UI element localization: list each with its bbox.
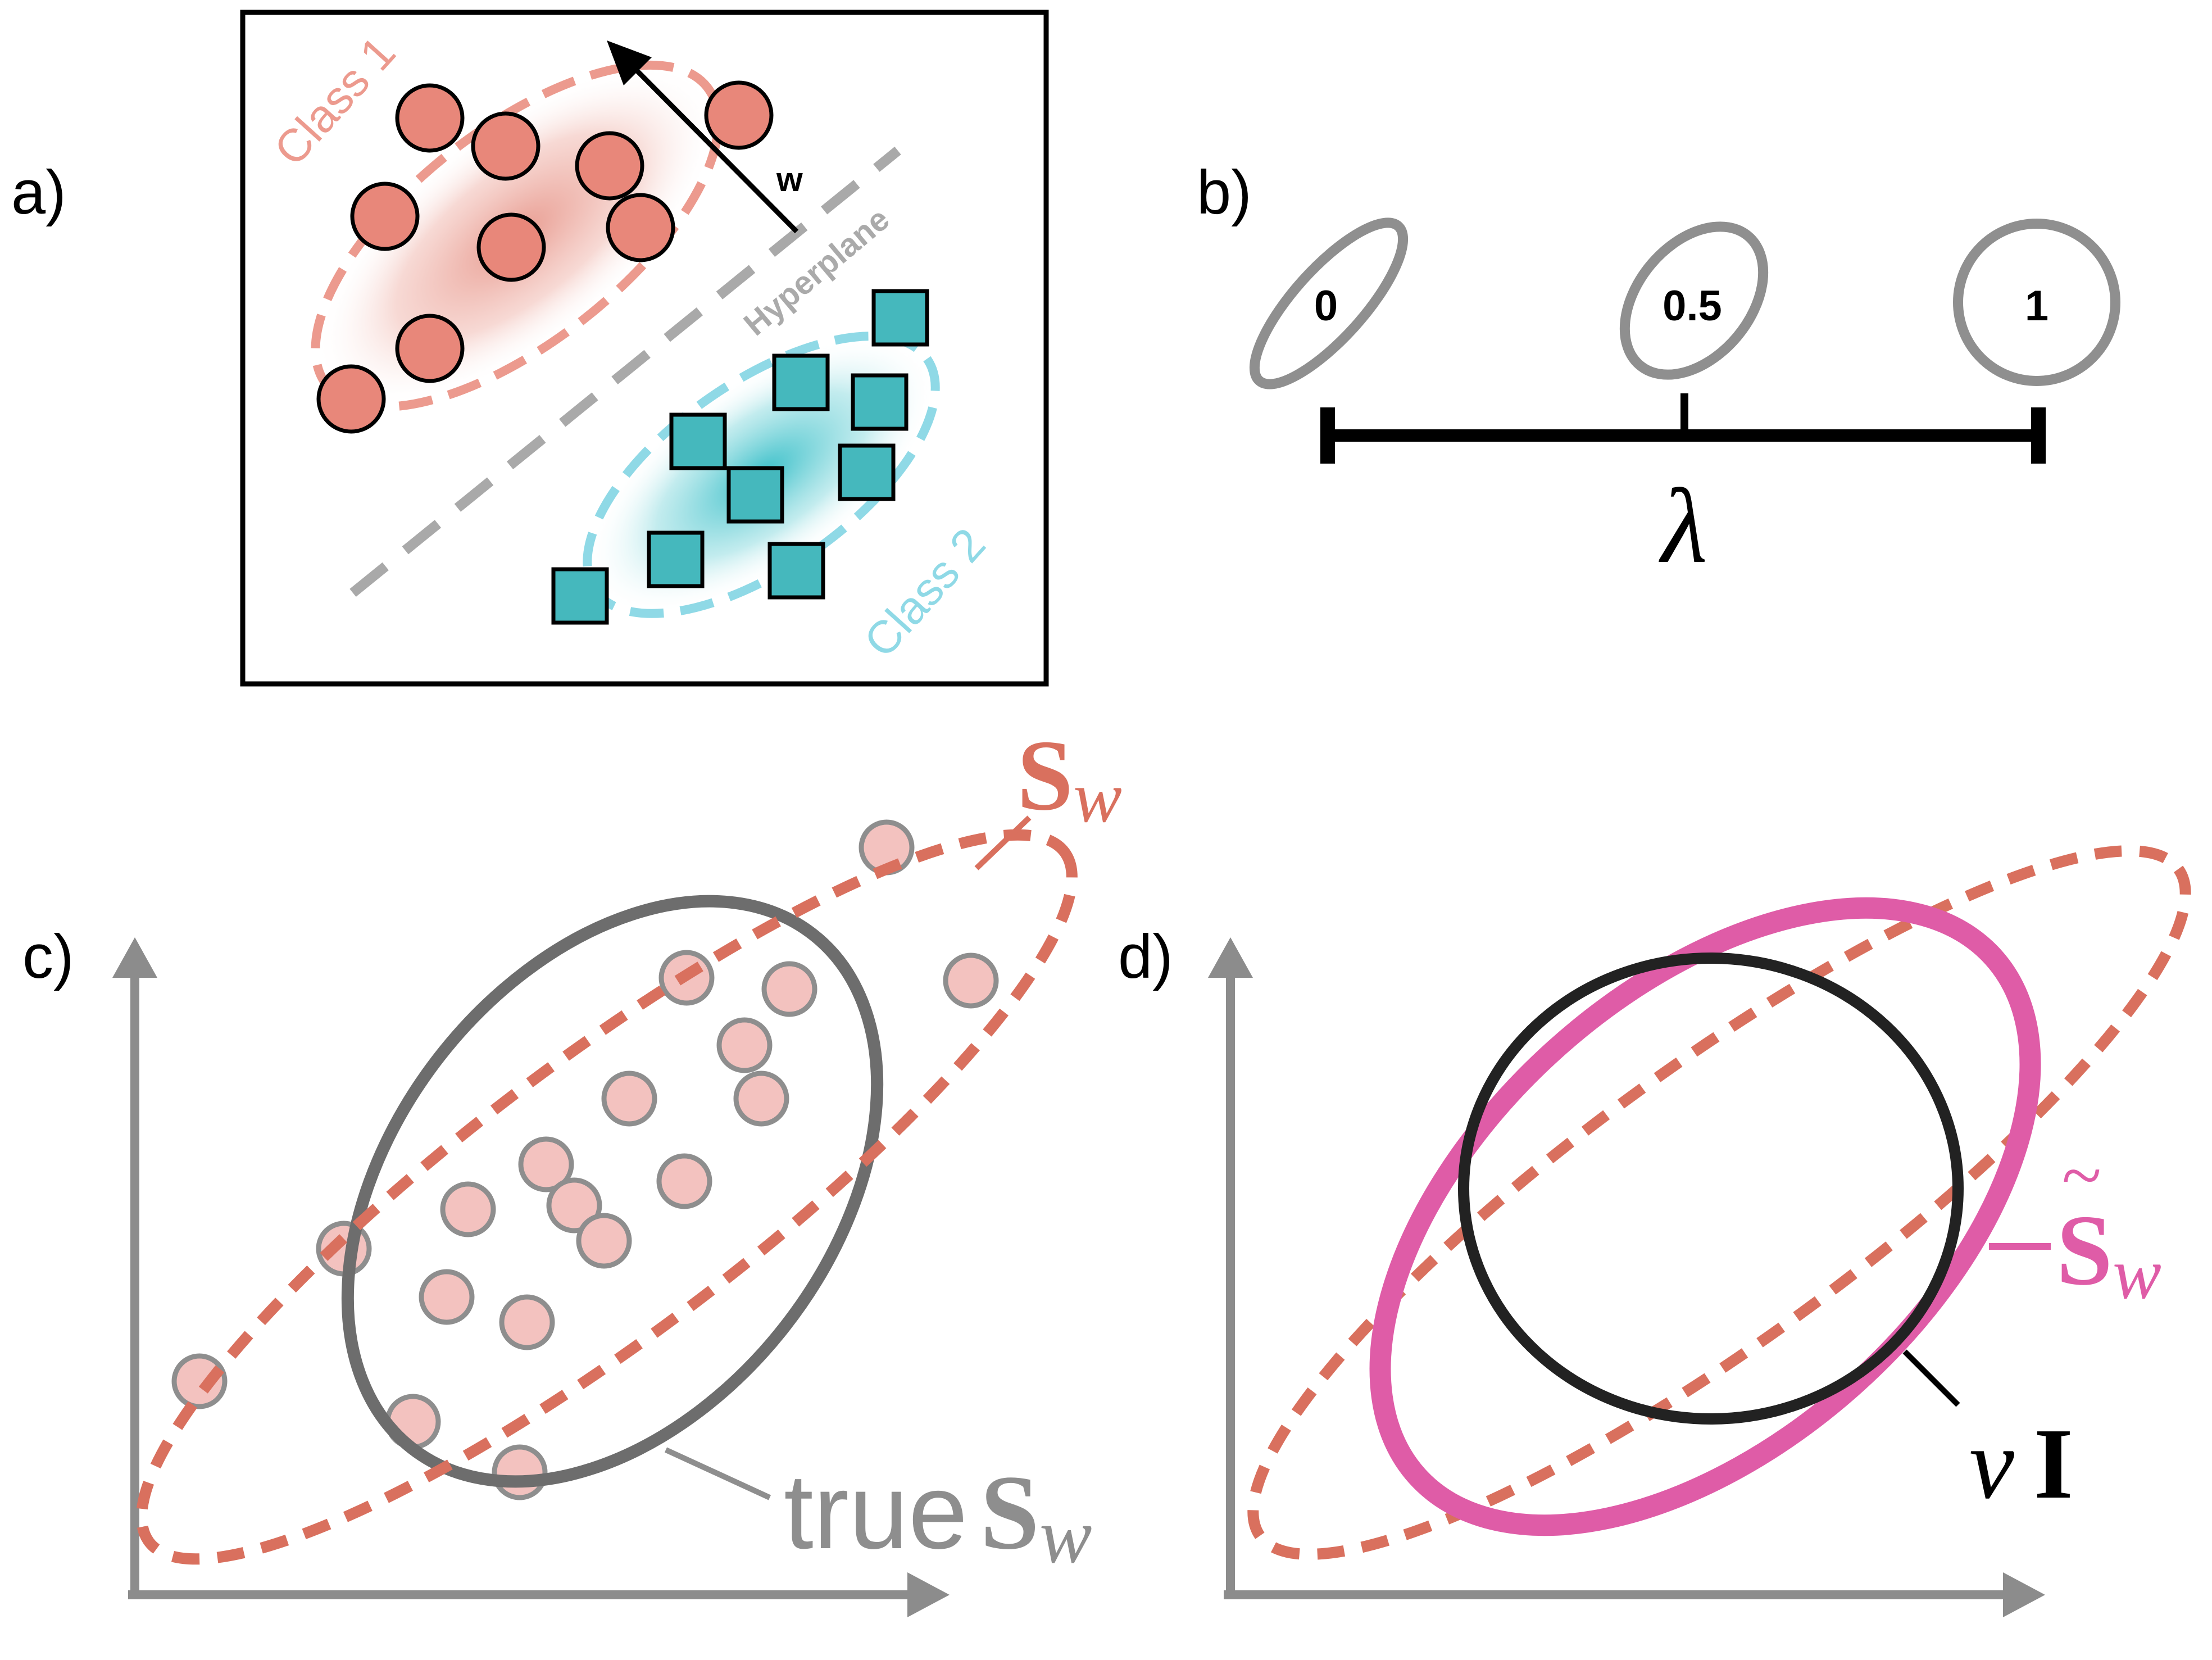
class1-point: [316, 364, 386, 434]
sample-point: [419, 1269, 475, 1325]
sample-point: [761, 961, 817, 1017]
sample-point: [733, 1071, 789, 1127]
lambda-1-circle: [1953, 219, 2120, 386]
panel-a-frame: [240, 10, 1049, 687]
weight-arrow-head: [607, 40, 652, 85]
class2-point: [838, 443, 896, 501]
lambda-scale: [1320, 393, 2046, 464]
nu-symbol: ν: [1969, 1408, 2014, 1520]
panel-b: b) 0 0.5 1 λ: [1197, 158, 2120, 586]
true-sw-leader: [664, 1447, 771, 1500]
sample-point: [601, 1071, 657, 1127]
class2-point: [767, 542, 825, 600]
sample-point: [492, 1444, 548, 1500]
class2-point: [647, 530, 705, 588]
panel-c: c): [22, 719, 1122, 1617]
class1-point: [350, 182, 420, 251]
panel-d-axes: [1208, 937, 2045, 1617]
sample-sw-ellipse-d: [1247, 845, 2191, 1560]
class1-point: [395, 314, 465, 383]
lambda-0-ellipse: [1249, 217, 1409, 389]
panel-a: a) Hyperplane w Class 1 Class 2: [11, 10, 1049, 687]
panel-d-label: d): [1118, 922, 1173, 991]
true-sw-subscript: w: [1039, 1493, 1092, 1580]
lambda-05-ellipse: [1619, 221, 1769, 380]
class2-point: [669, 412, 727, 470]
hyperplane-line: [349, 147, 901, 597]
class2-point: [726, 466, 784, 524]
weight-label: w: [776, 161, 803, 198]
sample-sw-ellipse: [136, 829, 1078, 1565]
class2-point: [871, 289, 929, 347]
class2-point: [772, 353, 830, 411]
sw-label: Sw: [1017, 719, 1122, 838]
true-sw-symbol: S: [980, 1454, 1039, 1572]
lambda-marker-1: 1: [2025, 282, 2049, 330]
class2-point: [551, 567, 609, 625]
sample-point: [518, 1136, 574, 1192]
shrunk-sw-ellipse: [1369, 897, 2041, 1536]
class1-point: [575, 131, 644, 201]
true-sw-ellipse: [341, 895, 884, 1488]
shrunk-tilde: ~: [2062, 1135, 2101, 1216]
true-word: true: [784, 1452, 968, 1571]
class2-label: Class 2: [855, 519, 996, 667]
panel-a-label: a): [11, 158, 66, 227]
lambda-marker-0: 0: [1314, 282, 1338, 330]
nu-identity-leader: [1902, 1349, 1960, 1407]
sw-subscript: w: [1073, 757, 1122, 838]
sample-point: [716, 1017, 773, 1073]
class2-points: [551, 289, 929, 625]
class2-point: [851, 373, 909, 431]
panel-c-label: c): [22, 922, 74, 991]
weight-arrow-shaft: [627, 61, 799, 234]
class1-point: [395, 83, 465, 153]
panel-b-label: b): [1197, 158, 1252, 227]
panel-c-axes: [112, 937, 950, 1617]
class1-point: [476, 212, 546, 282]
sample-point: [576, 1213, 632, 1269]
shrunk-symbol: S: [2056, 1194, 2113, 1306]
sample-point: [440, 1181, 496, 1237]
sw-leader: [974, 815, 1032, 870]
class1-points: [316, 80, 774, 434]
identity-symbol: I: [2034, 1408, 2073, 1520]
sample-point: [171, 1353, 228, 1409]
class1-point: [704, 80, 774, 150]
sw-symbol: S: [1017, 719, 1073, 831]
true-sw-label: true Sw: [784, 1452, 1092, 1580]
class1-point: [471, 111, 540, 181]
lambda-marker-05: 0.5: [1663, 282, 1722, 330]
lambda-symbol: λ: [1659, 468, 1707, 586]
sample-point: [499, 1294, 555, 1350]
nu-identity-circle: [1458, 953, 1964, 1425]
shrunk-sw-label: Sw: [2056, 1194, 2161, 1314]
sample-point: [943, 953, 999, 1009]
sample-point: [656, 1153, 712, 1209]
class1-label: Class 1: [265, 27, 406, 175]
class1-point: [606, 193, 675, 262]
sample-point: [546, 1177, 602, 1233]
shrunk-subscript: w: [2113, 1233, 2161, 1314]
